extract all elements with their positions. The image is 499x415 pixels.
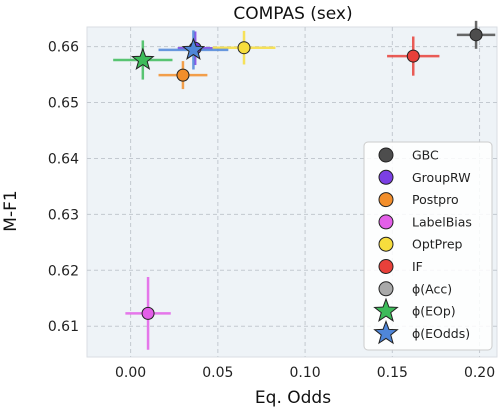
legend-label-gbc: GBC	[412, 148, 439, 163]
chart-title: COMPAS (sex)	[233, 4, 352, 24]
x-tick-label: 0.20	[464, 365, 495, 381]
x-axis-label: Eq. Odds	[255, 388, 331, 408]
point-postpro	[177, 69, 189, 81]
legend-marker-gbc	[379, 148, 393, 162]
y-axis-ticks: 0.61 0.62 0.63 0.64 0.65 0.66	[48, 40, 79, 336]
x-axis-ticks: 0.00 0.05 0.10 0.15 0.20	[115, 365, 495, 381]
y-tick-label: 0.63	[48, 207, 79, 223]
legend-marker-optprep	[379, 237, 393, 251]
legend-label-labelbias: LabelBias	[412, 214, 472, 229]
legend-marker-if	[379, 260, 393, 274]
x-tick-label: 0.05	[202, 365, 233, 381]
y-tick-label: 0.64	[48, 151, 79, 167]
legend-label-if: IF	[412, 259, 423, 274]
legend-label-optprep: OptPrep	[412, 237, 463, 252]
legend-marker-acc	[379, 282, 393, 296]
legend-marker-postpro	[379, 193, 393, 207]
x-tick-label: 0.15	[377, 365, 408, 381]
point-gbc	[470, 29, 482, 41]
x-tick-label: 0.10	[289, 365, 320, 381]
point-if	[407, 50, 419, 62]
y-tick-label: 0.65	[48, 96, 79, 112]
x-tick-label: 0.00	[115, 365, 146, 381]
point-optprep	[238, 42, 250, 54]
legend-label-acc: ϕ(Acc)	[412, 281, 452, 296]
y-tick-label: 0.62	[48, 263, 79, 279]
y-axis-label: M-F1	[1, 190, 21, 231]
legend-label-eodds: ϕ(EOdds)	[412, 326, 470, 341]
legend-label-grouprw: GroupRW	[412, 170, 471, 185]
y-tick-label: 0.66	[48, 40, 79, 56]
legend-marker-labelbias	[379, 215, 393, 229]
legend-marker-grouprw	[379, 170, 393, 184]
legend-label-postpro: Postpro	[412, 192, 459, 207]
legend-label-eop: ϕ(EOp)	[412, 304, 456, 319]
point-labelbias	[142, 307, 154, 319]
legend: GBC GroupRW Postpro LabelBias OptPrep IF ϕ(Acc…	[364, 142, 492, 350]
y-tick-label: 0.61	[48, 319, 79, 335]
